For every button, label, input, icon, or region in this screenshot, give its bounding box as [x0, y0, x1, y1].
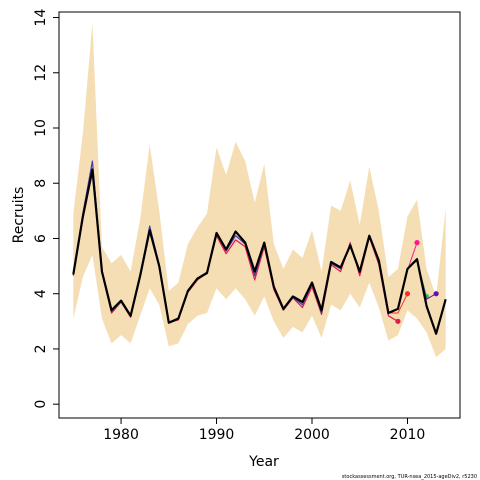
- series-line-3: [388, 293, 408, 314]
- x-tick-label: 1990: [199, 427, 235, 443]
- y-tick-label: 0: [33, 400, 49, 409]
- series-point-3: [404, 291, 411, 297]
- x-tick-label: 2000: [294, 427, 330, 443]
- confidence-band: [73, 23, 446, 358]
- plot-frame: [58, 11, 461, 419]
- y-tick-label: 14: [33, 9, 49, 27]
- series-point-6: [433, 291, 439, 297]
- y-tick-label: 4: [33, 289, 49, 298]
- series-point-4: [414, 240, 420, 246]
- series-line-0: [72, 168, 447, 335]
- y-tick-label: 6: [33, 234, 49, 243]
- confidence-band-layer: [73, 23, 446, 358]
- y-tick-label: 2: [33, 344, 49, 353]
- y-axis-title: Recruits: [11, 187, 27, 244]
- footer-credit: stockassessment.org, TUR-nsea_2015-ageDi…: [342, 474, 477, 480]
- x-tick-label: 1980: [103, 427, 139, 443]
- y-tick-label: 10: [33, 119, 49, 137]
- x-tick-label: 2010: [390, 427, 426, 443]
- y-axis: 0 2 4 6 8 10 12 14: [33, 9, 59, 409]
- series-point-1: [395, 318, 401, 324]
- y-tick-label: 8: [33, 179, 49, 188]
- y-tick-label: 12: [33, 64, 49, 82]
- x-axis: 1980 1990 2000 2010: [103, 418, 425, 443]
- series-layer: [72, 160, 447, 335]
- x-axis-title: Year: [248, 454, 279, 470]
